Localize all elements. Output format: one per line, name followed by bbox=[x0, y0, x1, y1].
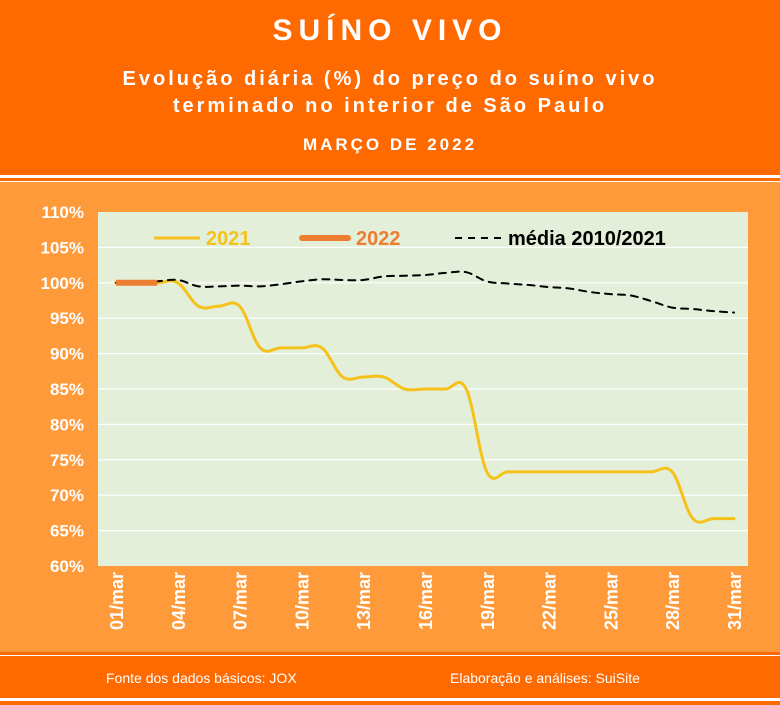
header-banner: SUÍNO VIVO Evolução diária (%) do preço … bbox=[0, 0, 780, 175]
x-tick-label: 25/mar bbox=[601, 572, 621, 630]
y-tick-label: 85% bbox=[50, 380, 84, 399]
y-tick-label: 105% bbox=[41, 238, 84, 257]
divider bbox=[0, 178, 780, 181]
x-tick-label: 28/mar bbox=[663, 572, 683, 630]
page-title: SUÍNO VIVO bbox=[272, 14, 508, 47]
legend-label: 2022 bbox=[356, 228, 401, 250]
divider bbox=[0, 698, 780, 701]
divider bbox=[0, 175, 780, 178]
series-line-m-dia-2010-2021 bbox=[115, 270, 735, 314]
legend-label: média 2010/2021 bbox=[508, 228, 666, 250]
source-note: Fonte dos dados básicos: JOX bbox=[106, 670, 297, 686]
y-tick-label: 75% bbox=[50, 451, 84, 470]
x-tick-label: 04/mar bbox=[169, 572, 189, 630]
x-tick-label: 07/mar bbox=[231, 572, 251, 630]
series-line-2021 bbox=[114, 279, 736, 524]
x-tick-label: 16/mar bbox=[416, 572, 436, 630]
chart-subtitle: Evolução diária (%) do preço do suíno vi… bbox=[0, 66, 780, 120]
x-tick-label: 19/mar bbox=[478, 572, 498, 630]
y-tick-label: 95% bbox=[50, 309, 84, 328]
y-tick-label: 100% bbox=[41, 274, 84, 293]
y-tick-label: 110% bbox=[41, 203, 84, 222]
divider bbox=[0, 701, 780, 705]
divider bbox=[0, 652, 780, 655]
legend-label: 2021 bbox=[206, 228, 251, 250]
y-tick-label: 65% bbox=[50, 522, 84, 541]
y-tick-label: 70% bbox=[50, 486, 84, 505]
x-tick-label: 31/mar bbox=[725, 572, 745, 630]
credit-note: Elaboração e análises: SuiSite bbox=[450, 670, 640, 686]
y-tick-label: 60% bbox=[50, 557, 84, 576]
line-chart: 110% 105% 100% 95% 90% 85% 80% 75% 70% 65% 60% 01/m… bbox=[41, 203, 748, 630]
y-tick-label: 90% bbox=[50, 345, 84, 364]
chart-area: 110% 105% 100% 95% 90% 85% 80% 75% 70% 65% 60% 01/m… bbox=[0, 182, 780, 652]
x-tick-label: 13/mar bbox=[354, 572, 374, 630]
x-tick-label: 10/mar bbox=[292, 572, 312, 630]
subtitle-line-1: Evolução diária (%) do preço do suíno vi… bbox=[122, 68, 658, 90]
footer: Fonte dos dados básicos: JOX Elaboração … bbox=[0, 656, 780, 698]
x-tick-label: 22/mar bbox=[540, 572, 560, 630]
y-tick-label: 80% bbox=[50, 415, 84, 434]
subtitle-line-2: terminado no interior de São Paulo bbox=[172, 95, 608, 117]
period-label: MARÇO DE 2022 bbox=[302, 135, 478, 154]
x-tick-label: 01/mar bbox=[107, 572, 127, 630]
